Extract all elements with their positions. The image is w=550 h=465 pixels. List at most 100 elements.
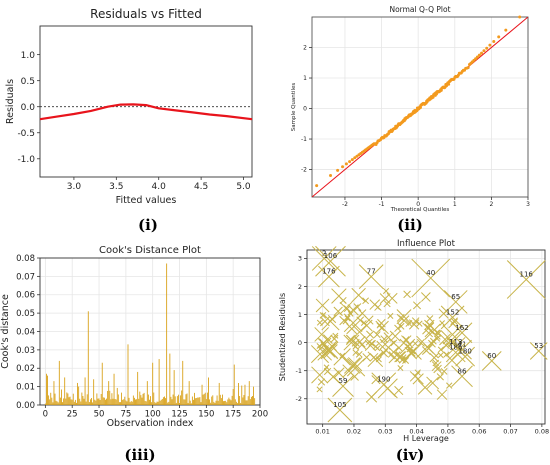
- influence-point: [369, 299, 381, 310]
- marker-stroke: [346, 358, 366, 377]
- marker-stroke: [317, 378, 326, 386]
- influence-point: [416, 338, 425, 347]
- point-label: 40: [426, 269, 435, 277]
- influence-point: [436, 373, 444, 381]
- marker-stroke: [412, 301, 422, 310]
- influence-point-labeled: [451, 365, 473, 388]
- marker-stroke: [346, 323, 358, 335]
- marker-stroke: [439, 333, 452, 346]
- y-tick-label: -1.0: [17, 155, 35, 165]
- panel-label: (i): [138, 216, 158, 234]
- marker-stroke: [451, 322, 473, 344]
- influence-point: [376, 340, 396, 360]
- marker-stroke: [376, 340, 396, 360]
- marker-stroke: [314, 327, 330, 342]
- marker-stroke: [382, 287, 390, 295]
- y-tick-label: 0.07: [16, 272, 35, 282]
- marker-stroke: [357, 340, 367, 350]
- y-tick-label: 0.08: [16, 254, 35, 264]
- influence-point: [362, 297, 370, 305]
- marker-stroke: [389, 330, 401, 342]
- marker-stroke: [394, 385, 404, 396]
- x-tick-label: 5.0: [236, 182, 251, 192]
- influence-point: [323, 364, 330, 371]
- influence-point: [437, 351, 444, 359]
- influence-point: [371, 375, 381, 385]
- marker-stroke: [529, 342, 548, 360]
- influence-point: [331, 288, 347, 304]
- y-axis-label: Residuals: [5, 79, 16, 124]
- x-tick-label: 200: [252, 410, 268, 420]
- residuals-vs-fitted-chart: 3.0 3.5 4.0 4.5 5.0 -1.0 -0.5 0.0 0.5 1.0 Residual…: [5, 7, 253, 234]
- influence-point: [394, 385, 404, 396]
- marker-stroke: [379, 338, 391, 350]
- marker-stroke: [424, 323, 441, 340]
- marker-stroke: [406, 346, 413, 353]
- y-tick-label: 0: [303, 106, 307, 113]
- marker-stroke: [407, 348, 416, 357]
- influence-point: [345, 334, 357, 346]
- influence-point: [339, 352, 346, 359]
- y-tick-label: 0: [298, 339, 302, 347]
- x-tick-label: 0.04: [409, 428, 423, 436]
- marker-stroke: [316, 319, 323, 326]
- marker-stroke: [408, 319, 420, 330]
- qq-point: [480, 51, 484, 55]
- qq-point: [439, 88, 443, 92]
- point-label: 77: [367, 268, 376, 276]
- qq-point: [482, 49, 486, 53]
- marker-stroke: [315, 245, 346, 277]
- influence-point: [369, 352, 379, 362]
- marker-stroke: [358, 264, 384, 290]
- influence-point: [320, 341, 339, 360]
- marker-stroke: [436, 389, 448, 400]
- marker-stroke: [452, 339, 472, 360]
- plot-frame: [306, 249, 546, 425]
- marker-stroke: [383, 332, 394, 343]
- marker-stroke: [339, 352, 346, 359]
- influence-point: [333, 367, 345, 379]
- lowess-curve: [39, 103, 253, 121]
- marker-stroke: [315, 298, 330, 313]
- influence-point: [426, 315, 434, 323]
- x-tick-label: 3.0: [67, 182, 82, 192]
- marker-stroke: [443, 290, 468, 314]
- marker-stroke: [326, 341, 337, 352]
- y-tick-label: 2: [298, 283, 302, 291]
- influence-point: [424, 323, 441, 340]
- marker-stroke: [327, 397, 353, 423]
- influence-point-labeled: [506, 260, 546, 299]
- x-tick-label: 125: [171, 410, 187, 420]
- x-tick-label: 175: [225, 410, 241, 420]
- influence-point: [316, 386, 323, 393]
- qq-point: [431, 95, 435, 99]
- influence-point: [355, 350, 363, 358]
- x-tick-label: 0.03: [378, 428, 392, 436]
- influence-point: [347, 311, 354, 317]
- point-label: 190: [377, 376, 390, 384]
- qq-point: [492, 40, 496, 44]
- y-tick-label: 0.03: [16, 346, 35, 356]
- influence-point: [408, 319, 420, 330]
- y-tick-label: 0.06: [16, 291, 35, 301]
- x-tick-label: 4.5: [194, 182, 208, 192]
- influence-point-labeled: [529, 342, 548, 360]
- influence-point: [326, 341, 337, 352]
- qq-point: [336, 168, 340, 172]
- marker-stroke: [450, 317, 458, 326]
- marker-stroke: [318, 338, 329, 348]
- influence-point-labeled: [358, 264, 384, 290]
- y-tick-label: 0.01: [16, 383, 35, 393]
- marker-stroke: [437, 351, 444, 359]
- influence-point: [431, 361, 442, 372]
- influence-point: [397, 322, 405, 330]
- influence-point-labeled: [481, 351, 502, 371]
- x-tick-label: 0.08: [535, 428, 549, 436]
- marker-stroke: [362, 297, 370, 305]
- influence-point: [318, 338, 329, 348]
- influence-point: [346, 358, 366, 377]
- marker-stroke: [323, 364, 330, 371]
- influence-point: [333, 306, 343, 316]
- marker-stroke: [429, 353, 439, 363]
